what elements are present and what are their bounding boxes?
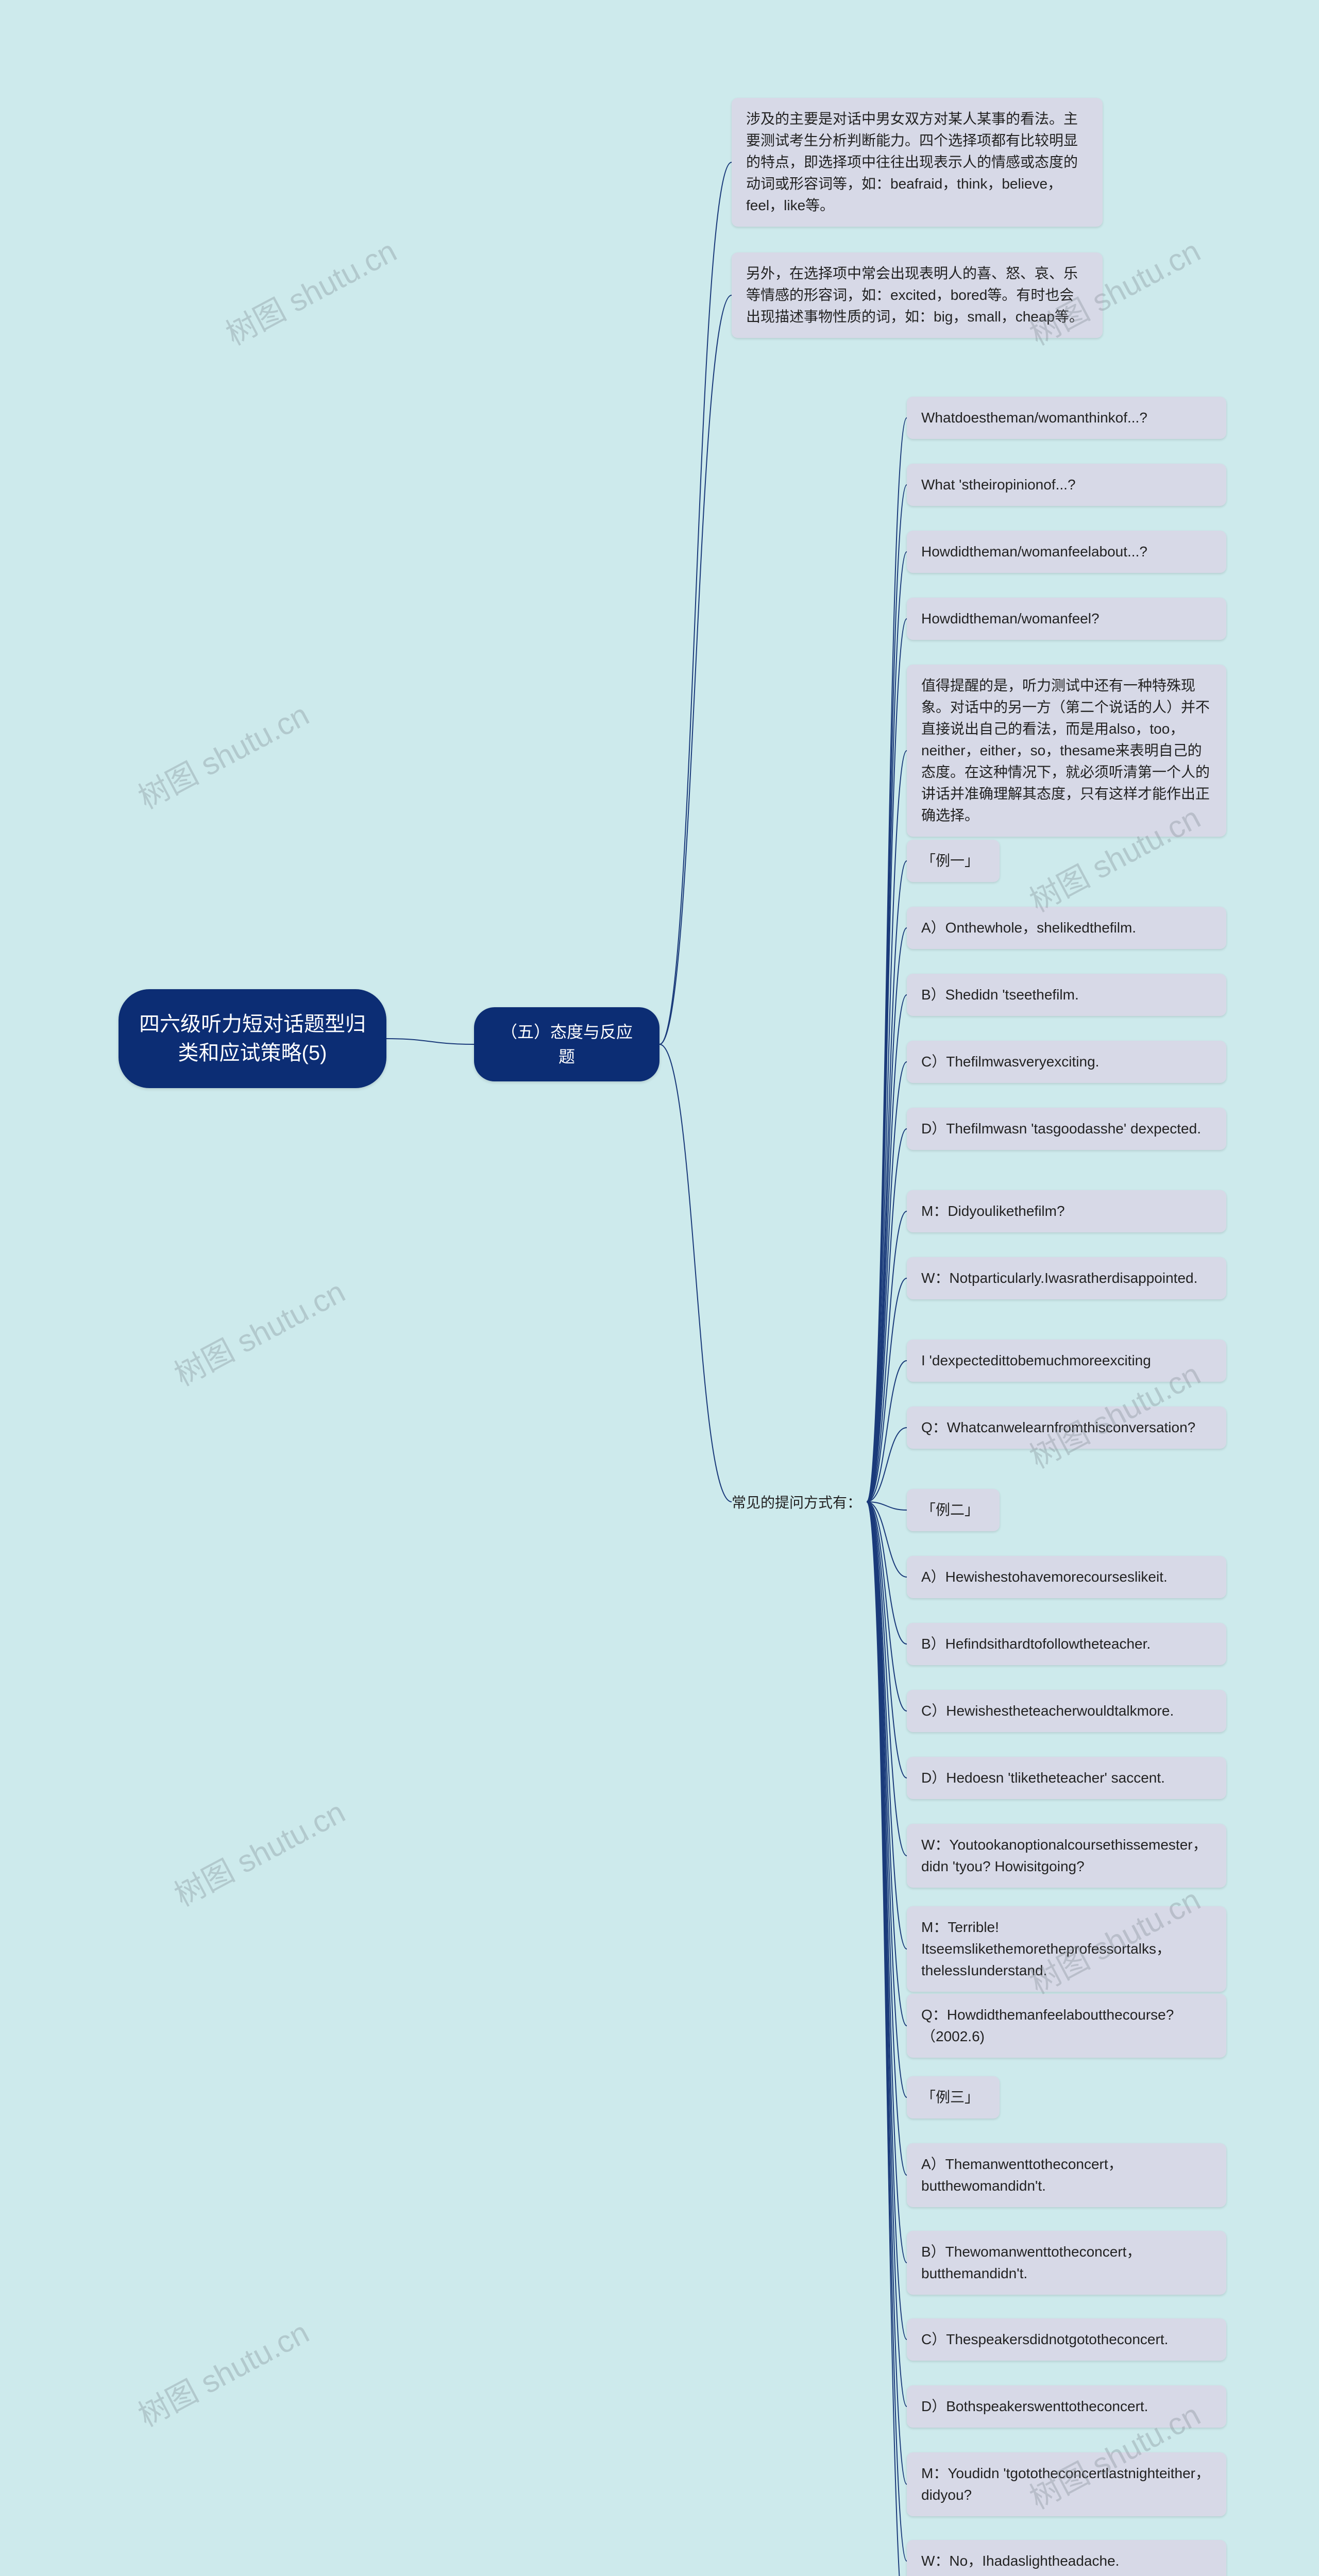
question-leaf: M：Didyoulikethefilm? — [907, 1190, 1226, 1232]
question-leaf: D）Hedoesn 'tliketheteacher' saccent. — [907, 1757, 1226, 1799]
watermark: 树图 shutu.cn — [129, 2308, 316, 2435]
question-leaf: M：Youdidn 'tgototheconcertlastnighteithe… — [907, 2452, 1226, 2516]
question-leaf: I 'dexpectedittobemuchmoreexciting — [907, 1340, 1226, 1382]
question-leaf: B）Shedidn 'tseethefilm. — [907, 974, 1226, 1016]
question-leaf: A）Onthewhole，shelikedthefilm. — [907, 907, 1226, 949]
question-leaf: Howdidtheman/womanfeelabout...? — [907, 531, 1226, 573]
question-leaf: 值得提醒的是，听力测试中还有一种特殊现象。对话中的另一方（第二个说话的人）并不直… — [907, 665, 1226, 837]
question-leaf: Q：Howdidthemanfeelaboutthecourse?（2002.6… — [907, 1994, 1226, 2058]
top-leaf: 另外，在选择项中常会出现表明人的喜、怒、哀、乐等情感的形容词，如：excited… — [732, 252, 1103, 338]
question-leaf: Whatdoestheman/womanthinkof...? — [907, 397, 1226, 439]
question-leaf: W：No，Ihadaslightheadache. — [907, 2540, 1226, 2576]
question-leaf: 「例三」 — [907, 2076, 1000, 2119]
question-leaf: W：Youtookanoptionalcoursethissemester，di… — [907, 1824, 1226, 1888]
watermark: 树图 shutu.cn — [217, 227, 403, 354]
watermark: 树图 shutu.cn — [165, 1267, 352, 1395]
question-leaf: D）Thefilmwasn 'tasgoodasshe' dexpected. — [907, 1108, 1226, 1150]
question-leaf: W：Notparticularly.Iwasratherdisappointed… — [907, 1257, 1226, 1299]
root-text: 四六级听力短对话题型归类和应试策略(5) — [139, 1013, 366, 1064]
question-leaf: A）Hewishestohavemorecourseslikeit. — [907, 1556, 1226, 1598]
question-leaf: C）Thespeakersdidnotgototheconcert. — [907, 2318, 1226, 2361]
watermark: 树图 shutu.cn — [129, 690, 316, 818]
question-leaf: 「例二」 — [907, 1489, 1000, 1531]
question-leaf: C）Thefilmwasveryexciting. — [907, 1041, 1226, 1083]
question-leaf: A）Themanwenttotheconcert，butthewomandidn… — [907, 2143, 1226, 2207]
question-leaf: Howdidtheman/womanfeel? — [907, 598, 1226, 640]
question-leaf: B）Hefindsithardtofollowtheteacher. — [907, 1623, 1226, 1665]
root-node: 四六级听力短对话题型归类和应试策略(5) — [119, 989, 386, 1088]
question-leaf: M：Terrible! Itseemslikethemoretheprofess… — [907, 1906, 1226, 1992]
mindmap-canvas: 四六级听力短对话题型归类和应试策略(5) （五）态度与反应题 常见的提问方式有：… — [0, 0, 1319, 2576]
sublabel: 常见的提问方式有： — [732, 1492, 861, 1512]
question-leaf: D）Bothspeakerswenttotheconcert. — [907, 2385, 1226, 2428]
question-leaf: C）Hewishestheteacherwouldtalkmore. — [907, 1690, 1226, 1732]
top-leaf: 涉及的主要是对话中男女双方对某人某事的看法。主要测试考生分析判断能力。四个选择项… — [732, 98, 1103, 227]
branch-node: （五）态度与反应题 — [474, 1007, 660, 1081]
question-leaf: 「例一」 — [907, 840, 1000, 882]
question-leaf: What 'stheiropinionof...? — [907, 464, 1226, 506]
sublabel-text: 常见的提问方式有： — [732, 1495, 861, 1511]
watermark: 树图 shutu.cn — [165, 1788, 352, 1915]
branch-text: （五）态度与反应题 — [501, 1023, 633, 1066]
question-leaf: B）Thewomanwenttotheconcert，butthemandidn… — [907, 2231, 1226, 2295]
question-leaf: Q：Whatcanwelearnfromthisconversation? — [907, 1406, 1226, 1449]
